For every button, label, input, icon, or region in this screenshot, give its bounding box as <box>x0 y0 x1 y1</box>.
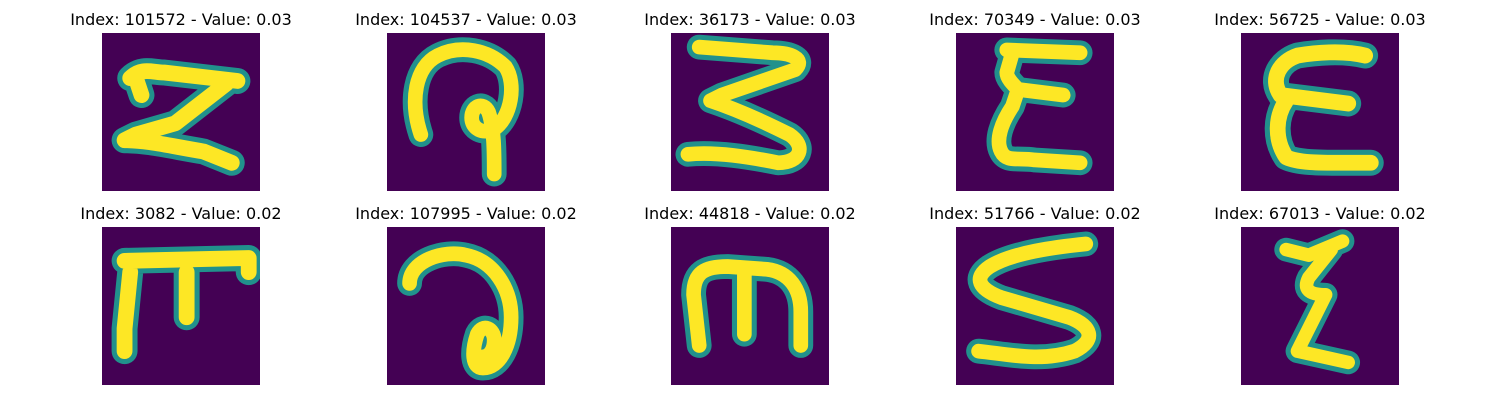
loop-hook-shape-image <box>387 33 545 191</box>
panel-title: Index: 36173 - Value: 0.03 <box>644 10 856 29</box>
m-shape-image <box>671 227 829 385</box>
panel-title: Index: 101572 - Value: 0.03 <box>70 10 292 29</box>
digit-image <box>671 33 829 191</box>
digit-image <box>1241 33 1399 191</box>
hook-z-shape-image <box>102 33 260 191</box>
digit-image <box>387 33 545 191</box>
panel-title: Index: 3082 - Value: 0.02 <box>80 204 282 223</box>
digit-image <box>956 227 1114 385</box>
panel-title: Index: 70349 - Value: 0.03 <box>929 10 1141 29</box>
panel-title: Index: 56725 - Value: 0.03 <box>1214 10 1426 29</box>
curl-a-shape-image <box>387 227 545 385</box>
panel-title: Index: 67013 - Value: 0.02 <box>1214 204 1426 223</box>
zigzag-3-shape-image <box>671 33 829 191</box>
panel-2: Index: 104537 - Value: 0.03 <box>336 10 596 200</box>
squiggle-z-shape-image <box>1241 227 1399 385</box>
panel-1: Index: 101572 - Value: 0.03 <box>51 10 311 200</box>
reversed-3-shape-image <box>1241 33 1399 191</box>
s-shape-image <box>956 227 1114 385</box>
panel-title: Index: 44818 - Value: 0.02 <box>644 204 856 223</box>
panel-3: Index: 36173 - Value: 0.03 <box>620 10 880 200</box>
panel-7: Index: 107995 - Value: 0.02 <box>336 204 596 394</box>
panel-6: Index: 3082 - Value: 0.02 <box>51 204 311 394</box>
pi-bar-shape-image <box>102 227 260 385</box>
panel-title: Index: 104537 - Value: 0.03 <box>355 10 577 29</box>
epsilon-shape-image <box>956 33 1114 191</box>
panel-5: Index: 56725 - Value: 0.03 <box>1190 10 1450 200</box>
digit-image <box>102 33 260 191</box>
panel-10: Index: 67013 - Value: 0.02 <box>1190 204 1450 394</box>
panel-9: Index: 51766 - Value: 0.02 <box>905 204 1165 394</box>
panel-8: Index: 44818 - Value: 0.02 <box>620 204 880 394</box>
panel-title: Index: 51766 - Value: 0.02 <box>929 204 1141 223</box>
digit-image <box>956 33 1114 191</box>
digit-image <box>102 227 260 385</box>
panel-title: Index: 107995 - Value: 0.02 <box>355 204 577 223</box>
digit-image <box>1241 227 1399 385</box>
digit-image <box>387 227 545 385</box>
panel-4: Index: 70349 - Value: 0.03 <box>905 10 1165 200</box>
digit-image <box>671 227 829 385</box>
